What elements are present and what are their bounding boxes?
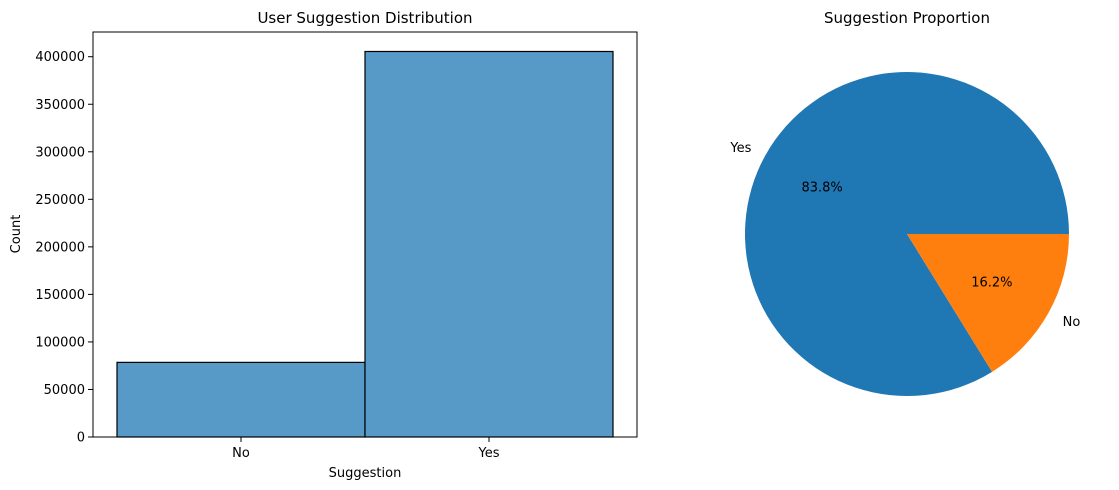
x-tick-label: Yes xyxy=(478,446,500,461)
pie-pct-label-yes: 83.8% xyxy=(801,181,842,196)
y-tick-label: 200000 xyxy=(35,240,85,255)
pie-label-yes: Yes xyxy=(729,141,751,156)
pie-slice-yes xyxy=(744,72,1069,397)
bar-chart-title: User Suggestion Distribution xyxy=(257,9,472,27)
y-tick-label: 50000 xyxy=(44,383,85,398)
y-tick-label: 350000 xyxy=(35,98,85,113)
x-axis-label: Suggestion xyxy=(329,466,402,481)
y-tick-label: 300000 xyxy=(35,145,85,160)
pie-labels: Yes 83.8% No 16.2% xyxy=(729,141,1080,330)
pie-chart-title: Suggestion Proportion xyxy=(824,9,990,27)
y-tick-label: 100000 xyxy=(35,335,85,350)
y-axis-ticks: 0 50000 100000 150000 200000 250000 300000 3500… xyxy=(35,50,93,446)
pie-slice-no xyxy=(907,234,1069,372)
y-tick-label: 150000 xyxy=(35,288,85,303)
x-tick-label: No xyxy=(232,446,250,461)
y-tick-label: 0 xyxy=(77,431,85,446)
bars xyxy=(116,50,614,438)
x-axis-ticks: No Yes xyxy=(232,437,500,461)
pie-label-no: No xyxy=(1063,315,1081,330)
y-tick-label: 400000 xyxy=(35,50,85,65)
bar-chart: User Suggestion Distribution 0 50000 10000… xyxy=(9,9,638,481)
bar-yes xyxy=(364,50,614,438)
y-axis-label: Count xyxy=(9,215,24,254)
pie-pct-label-no: 16.2% xyxy=(971,275,1012,290)
bar-no xyxy=(116,361,366,438)
y-tick-label: 250000 xyxy=(35,193,85,208)
pie-chart: Suggestion Proportion Yes 83.8% No 16.2% xyxy=(729,9,1080,397)
pie-slices xyxy=(744,72,1069,397)
